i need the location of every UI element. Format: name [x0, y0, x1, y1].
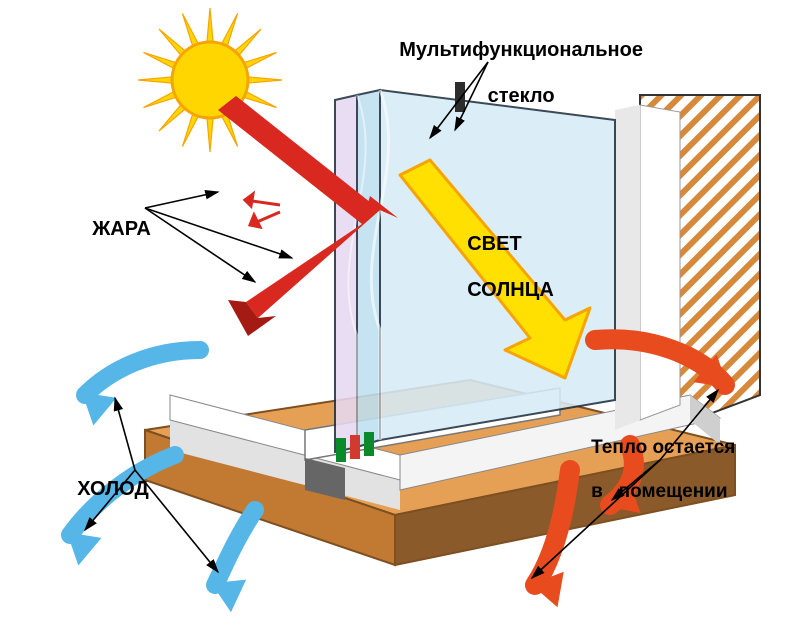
label-cold-text: ХОЛОД [77, 478, 148, 500]
label-sunlight: СВЕТ СОЛНЦА [445, 210, 554, 325]
label-warm: Тепло остается в помещении [570, 415, 735, 524]
label-warm-l2: в помещении [591, 481, 727, 502]
label-heat: ЖАРА [70, 195, 151, 264]
label-heat-text: ЖАРА [92, 218, 151, 240]
label-cold: ХОЛОД [55, 455, 149, 524]
diagram-root: Мультифункциональное стекло ЖАРА СВЕТ СО… [0, 0, 800, 629]
label-glass-l2: стекло [488, 85, 555, 107]
label-glass-l1: Мультифункциональное [399, 39, 643, 61]
label-sunlight-l2: СОЛНЦА [467, 279, 554, 301]
label-glass: Мультифункциональное стекло [370, 16, 650, 131]
label-warm-l1: Тепло остается [591, 437, 735, 458]
label-sunlight-l1: СВЕТ [467, 233, 521, 255]
